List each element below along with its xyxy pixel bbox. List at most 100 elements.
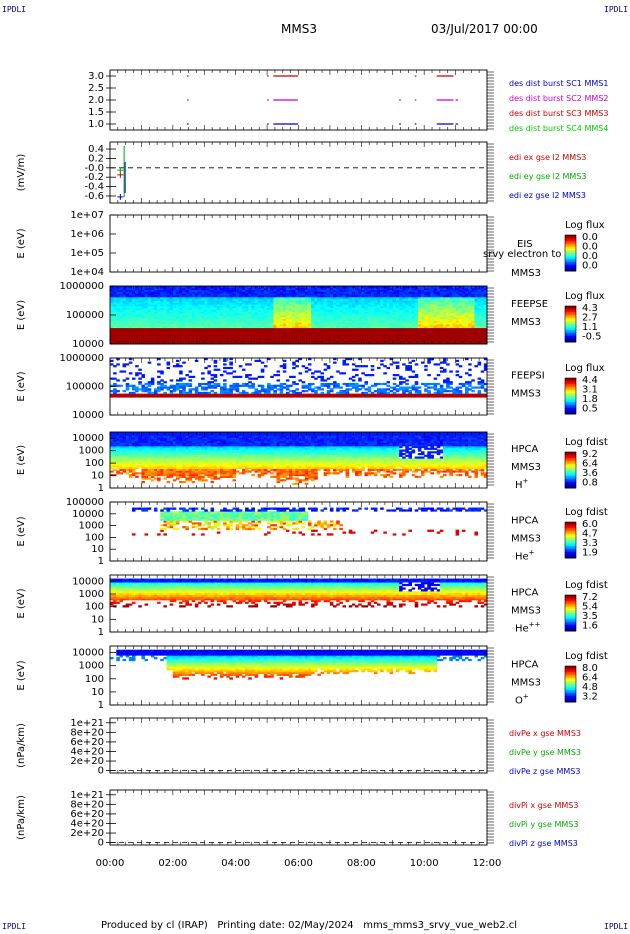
colorbar-tick-label: 0.0 xyxy=(582,251,598,262)
spectrogram-cell xyxy=(417,331,422,334)
spectrogram-cell xyxy=(216,333,221,336)
spectrogram-cell xyxy=(182,338,186,341)
spectrogram-cell xyxy=(241,327,246,330)
spectrogram-cell xyxy=(197,331,202,334)
spectrogram-cell xyxy=(298,340,303,343)
spectrogram-cell xyxy=(377,329,381,332)
spectrogram-cell xyxy=(125,340,130,343)
spectrogram-cell xyxy=(417,342,422,345)
spectrogram-cell xyxy=(461,334,466,338)
spectrogram-cell xyxy=(116,338,120,341)
spectrogram-cell xyxy=(201,329,205,332)
spectrogram-cell xyxy=(395,327,400,330)
spectrogram-cell xyxy=(471,390,475,393)
spectrogram-cell xyxy=(389,329,394,332)
spectrogram-cell xyxy=(358,329,362,332)
spectrogram-cell xyxy=(285,331,290,334)
spectrogram-cell xyxy=(194,333,199,336)
spectrogram-cell xyxy=(229,327,233,330)
spectrogram-cell xyxy=(260,329,265,332)
spectrogram-cell xyxy=(358,342,362,345)
spectrogram-cell xyxy=(439,336,444,339)
spectrogram-cell xyxy=(248,329,252,332)
spectrogram-cell xyxy=(216,334,221,338)
spectrogram-cell xyxy=(245,329,249,332)
spectrogram-cell xyxy=(257,338,262,341)
spectrogram-cell xyxy=(307,393,312,396)
spectrogram-cell xyxy=(358,331,362,334)
spectrogram-cell xyxy=(480,336,485,339)
spectrogram-cell xyxy=(317,329,321,332)
spectrogram-cell xyxy=(342,329,347,332)
spectrogram-cell xyxy=(314,331,318,334)
spectrogram-cell xyxy=(191,340,196,343)
colorbar-tick-label: 0.0 xyxy=(582,242,598,253)
spectrogram-cell xyxy=(172,329,177,332)
spectrogram-cell xyxy=(251,340,255,343)
spectrogram-cell xyxy=(128,342,133,345)
spectrogram-cell xyxy=(443,338,447,341)
spectrogram-cell xyxy=(411,331,416,334)
spectrogram-cell xyxy=(144,327,149,330)
spectrogram-cell xyxy=(329,334,334,338)
spectrogram-cell xyxy=(483,336,488,339)
spectrogram-cell xyxy=(458,336,463,339)
spectrogram-cell xyxy=(370,331,375,334)
spectrogram-cell xyxy=(471,340,475,343)
spectrogram-cell xyxy=(270,340,274,343)
spectrogram-cell xyxy=(405,342,409,345)
spectrogram-cell xyxy=(251,333,255,336)
instrument-label: FEEPSE xyxy=(511,299,548,310)
spectrogram-cell xyxy=(405,329,409,332)
spectrogram-cell xyxy=(449,338,453,341)
spectrogram-cell xyxy=(364,329,369,332)
spectrogram-cell xyxy=(201,327,205,330)
spectrogram-cell xyxy=(131,338,136,341)
spectrogram-cell xyxy=(141,333,145,336)
spectrogram-cell xyxy=(210,334,215,338)
spectrogram-cell xyxy=(226,338,230,341)
spectrogram-cell xyxy=(125,342,130,345)
spectrogram-cell xyxy=(175,333,180,336)
spectrogram-cell xyxy=(128,384,133,387)
spectrogram-cell xyxy=(204,338,208,341)
spectrogram-cell xyxy=(474,342,478,345)
spectrogram-cell xyxy=(430,334,434,338)
spectrogram-cell xyxy=(254,342,259,345)
spectrogram-cell xyxy=(232,327,237,330)
spectrogram-cell xyxy=(345,342,350,345)
spectrogram-cell xyxy=(355,333,359,336)
spectrogram-cell xyxy=(389,340,394,343)
spectrogram-cell xyxy=(320,327,325,330)
spectrogram-cell xyxy=(166,327,171,330)
spectrogram-cell xyxy=(446,333,450,336)
spectrogram-cell xyxy=(263,338,268,341)
spectrogram-cell xyxy=(455,336,460,339)
spectrogram-cell xyxy=(128,333,133,336)
spectrogram-cell xyxy=(433,342,438,345)
spectrogram-cell xyxy=(241,336,246,339)
spectrogram-cell xyxy=(131,384,136,387)
spectrogram-cell xyxy=(326,336,331,339)
spectrogram-cell xyxy=(367,327,372,330)
spectrogram-cell xyxy=(245,327,249,330)
spectrogram-cell xyxy=(339,342,343,345)
spectrogram-cell xyxy=(175,329,180,332)
spectrogram-cell xyxy=(468,331,472,334)
spectrogram-cell xyxy=(389,336,394,339)
spectrogram-cell xyxy=(483,342,488,345)
spectrogram-cell xyxy=(273,334,277,338)
spectrogram-cell xyxy=(157,327,161,330)
spectrogram-cell xyxy=(122,342,127,345)
spectrogram-cell xyxy=(128,331,133,334)
spectrogram-cell xyxy=(235,393,240,396)
spectrogram-cell xyxy=(389,393,394,396)
spectrogram-cell xyxy=(292,340,296,343)
spectrogram-cell xyxy=(273,331,277,334)
spectrogram-cell xyxy=(204,391,208,395)
spectrogram-cell xyxy=(389,342,394,345)
spectrogram-cell xyxy=(263,342,268,345)
y-tick-label: 1000000 xyxy=(59,281,104,292)
spectrogram-cell xyxy=(461,393,466,396)
